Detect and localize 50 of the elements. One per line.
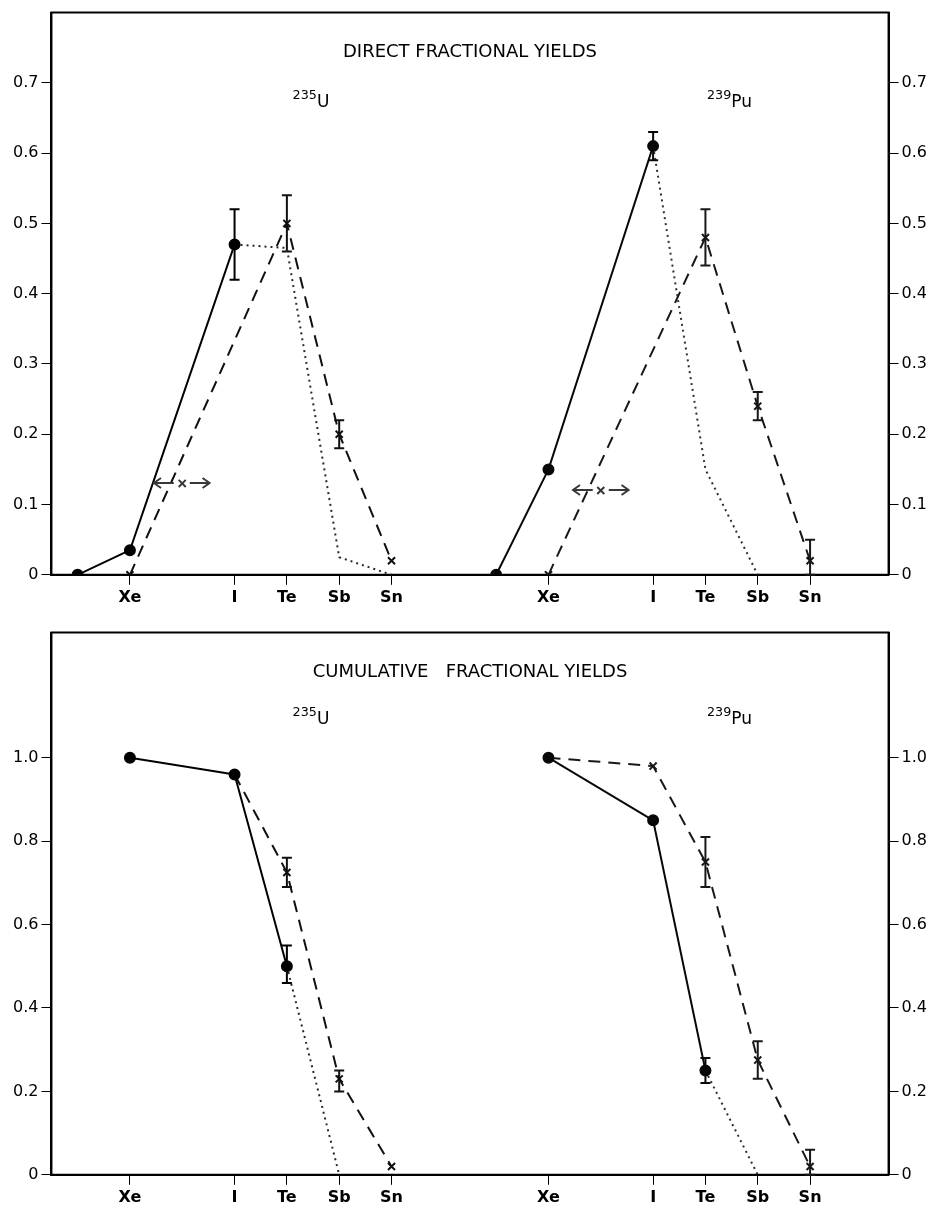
y-tick-label: 0.1	[12, 493, 39, 513]
x-tick-label: I	[650, 1186, 657, 1206]
x-tick-label: I	[650, 586, 657, 606]
y2-tick-label: 0.2	[901, 423, 928, 443]
y2-tick-label: 1.0	[901, 746, 928, 766]
y2-tick-label: 0.6	[901, 913, 928, 933]
x-tick-label: Sb	[746, 586, 770, 606]
y-tick-label: 0.2	[12, 1080, 39, 1100]
x-tick-label: Xe	[537, 1186, 560, 1206]
x-tick-label: Te	[695, 586, 716, 606]
x-tick-label: Xe	[537, 586, 560, 606]
y2-tick-label: 0.5	[901, 212, 928, 232]
x-tick-label: I	[231, 586, 238, 606]
y2-tick-label: 0	[901, 563, 912, 583]
x-tick-label: Sn	[380, 1186, 403, 1206]
y-tick-label: 0.7	[12, 72, 39, 92]
x-tick-label: Sb	[327, 1186, 351, 1206]
y-tick-label: 0.8	[12, 830, 39, 850]
y2-tick-label: 0.7	[901, 72, 928, 92]
y2-tick-label: 0	[901, 1163, 912, 1183]
x-tick-label: Te	[695, 1186, 716, 1206]
y2-tick-label: 0.4	[901, 997, 928, 1017]
y2-tick-label: 0.8	[901, 830, 928, 850]
x-tick-label: I	[231, 1186, 238, 1206]
x-tick-label: Te	[277, 1186, 297, 1206]
y-tick-label: 1.0	[12, 746, 39, 766]
y-tick-label: 0.2	[12, 423, 39, 443]
y2-tick-label: 0.3	[901, 353, 928, 373]
x-tick-label: Sn	[380, 586, 403, 606]
y2-tick-label: 0.4	[901, 282, 928, 302]
text: CUMULATIVE FRACTIONAL YIELDS	[312, 660, 628, 682]
x-tick-label: Sb	[746, 1186, 770, 1206]
text: DIRECT FRACTIONAL YIELDS	[342, 40, 598, 62]
y2-tick-label: 0.6	[901, 142, 928, 162]
y2-tick-label: 0.2	[901, 1080, 928, 1100]
x-tick-label: Xe	[118, 586, 142, 606]
x-tick-label: Sn	[798, 586, 822, 606]
y-tick-label: 0	[28, 1163, 39, 1183]
x-tick-label: Sn	[798, 1186, 822, 1206]
y-tick-label: 0.5	[12, 212, 39, 232]
x-tick-label: Xe	[118, 1186, 142, 1206]
y-tick-label: 0.4	[12, 282, 39, 302]
y2-tick-label: 0.1	[901, 493, 928, 513]
x-tick-label: Sb	[327, 586, 351, 606]
y-tick-label: 0.6	[12, 142, 39, 162]
y-tick-label: 0.3	[12, 353, 39, 373]
x-tick-label: Te	[277, 586, 297, 606]
y-tick-label: 0.4	[12, 997, 39, 1017]
y-tick-label: 0.6	[12, 913, 39, 933]
y-tick-label: 0	[28, 563, 39, 583]
